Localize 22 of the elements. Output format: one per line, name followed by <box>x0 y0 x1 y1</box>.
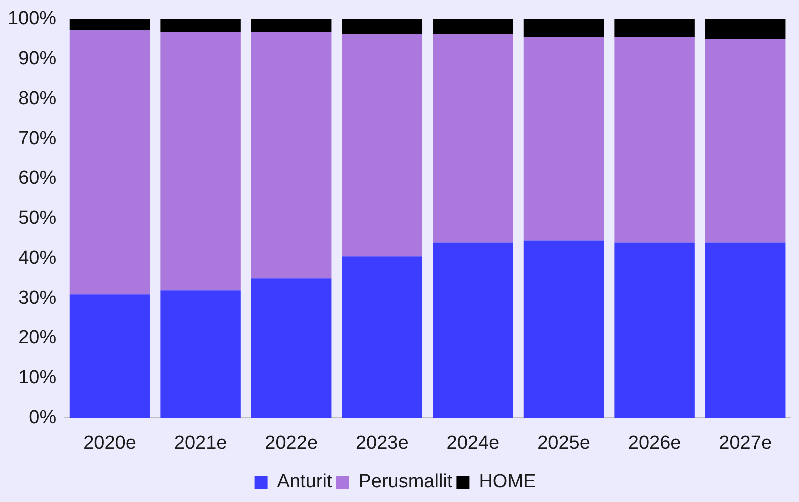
x-tick-label: 2020e <box>84 432 136 454</box>
y-tick-label: 50% <box>18 208 57 230</box>
x-tick-label: 2022e <box>265 432 318 454</box>
x-tick-label: 2021e <box>174 432 228 454</box>
y-tick-label: 60% <box>18 168 57 190</box>
y-tick-label: 30% <box>18 288 57 309</box>
y-tick-label: 100% <box>8 8 57 30</box>
legend-label: Perusmallit <box>358 472 454 493</box>
legend-label: HOME <box>479 472 536 493</box>
y-tick-label: 40% <box>18 248 57 269</box>
y-tick-label: 90% <box>18 48 57 70</box>
x-tick-label: 2024e <box>446 432 500 454</box>
y-tick-label: 0% <box>29 407 57 428</box>
x-tick-label: 2027e <box>719 432 772 454</box>
y-tick-label: 70% <box>18 128 57 150</box>
legend-label: Anturit <box>277 472 333 493</box>
x-tick-label: 2026e <box>628 432 682 454</box>
x-tick-label: 2025e <box>538 432 590 454</box>
y-tick-label: 10% <box>18 368 57 389</box>
x-tick-label: 2023e <box>356 432 409 454</box>
y-tick-label: 80% <box>18 88 57 110</box>
y-tick-label: 20% <box>18 328 57 349</box>
